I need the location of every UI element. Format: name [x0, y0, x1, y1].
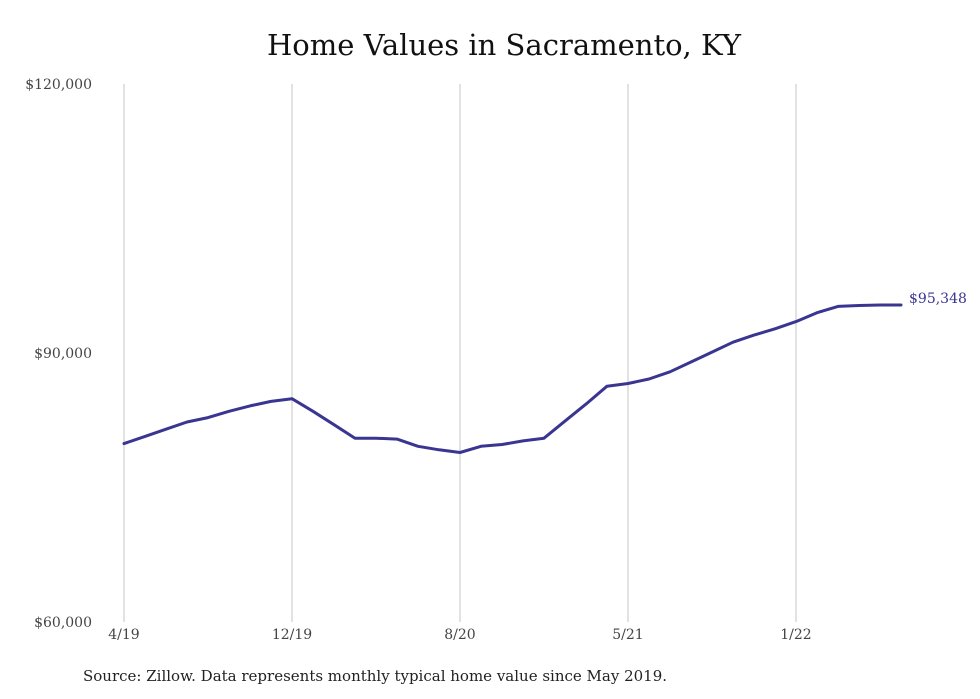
- chart-title: Home Values in Sacramento, KY: [266, 28, 742, 62]
- x-tick-label: 8/20: [444, 627, 475, 643]
- end-value-label: $95,348: [909, 291, 967, 307]
- data-labels: $95,348: [909, 291, 967, 307]
- x-tick-label: 1/22: [780, 627, 811, 643]
- y-tick-label: $120,000: [25, 77, 92, 93]
- x-tick-label: 4/19: [108, 627, 139, 643]
- grid-lines: [123, 84, 797, 622]
- y-axis-ticks: $120,000 $90,000 $60,000: [25, 77, 92, 631]
- y-tick-label: $60,000: [34, 615, 92, 631]
- x-tick-label: 5/21: [612, 627, 643, 643]
- source-note: Source: Zillow. Data represents monthly …: [83, 667, 668, 685]
- x-tick-label: 12/19: [272, 627, 312, 643]
- series-lines: [122, 303, 903, 454]
- x-axis-ticks: 4/19 12/19 8/20 5/21 1/22: [108, 627, 811, 643]
- y-tick-label: $90,000: [34, 346, 92, 362]
- series-line: [122, 303, 903, 454]
